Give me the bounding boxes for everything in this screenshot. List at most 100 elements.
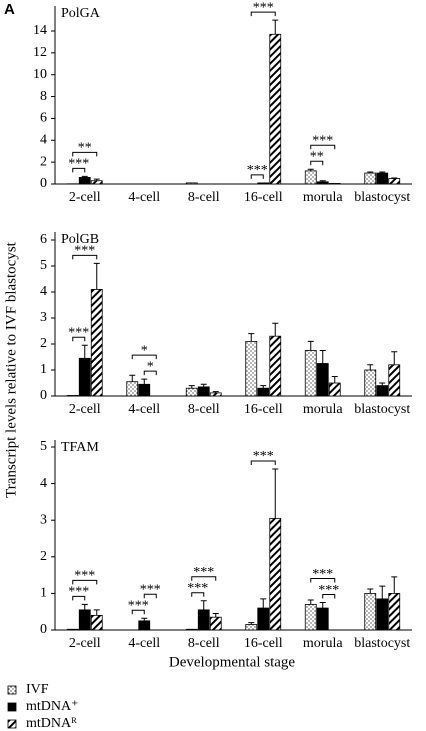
y-tick-label: 3 (40, 310, 47, 325)
bar (304, 603, 317, 631)
x-tick-label: 8-cell (188, 402, 220, 417)
error-bar (141, 617, 148, 621)
bar (90, 614, 103, 631)
significance-label: ** (78, 141, 92, 156)
axis-line (54, 6, 412, 185)
legend-swatch (7, 685, 17, 695)
error-bar (272, 322, 279, 337)
significance-label: *** (312, 133, 333, 148)
error-bar (188, 385, 195, 389)
bar (90, 180, 103, 185)
x-tick-label: 16-cell (244, 402, 283, 417)
y-tick-label: 3 (40, 512, 47, 527)
error-bar (81, 603, 88, 610)
bar (185, 387, 198, 397)
x-tick-label: 16-cell (244, 190, 283, 205)
legend-swatch (7, 702, 17, 712)
significance-bracket (143, 593, 157, 599)
axis-line (54, 440, 412, 631)
significance-label: *** (74, 244, 95, 259)
error-bar (129, 374, 136, 382)
y-tick-label: 6 (40, 111, 47, 126)
significance-label: *** (68, 585, 89, 600)
bar (78, 609, 91, 631)
y-tick-label: 2 (40, 154, 47, 169)
error-bar (319, 180, 326, 182)
bar (269, 33, 282, 185)
significance-bracket (131, 354, 157, 360)
error-bar (391, 351, 398, 365)
y-tick-label: 5 (40, 439, 47, 454)
x-tick-label: 8-cell (188, 190, 220, 205)
bar (185, 628, 198, 631)
significance-label: *** (74, 569, 95, 584)
error-bar (367, 588, 374, 594)
panel-label: A (4, 1, 15, 18)
bar (304, 170, 317, 185)
significance-bracket (322, 594, 336, 599)
bar (245, 340, 258, 397)
significance-bracket (250, 174, 264, 179)
error-bar (379, 585, 386, 599)
error-bar (391, 576, 398, 594)
bar (209, 392, 222, 397)
bar (376, 598, 389, 631)
significance-bracket (250, 11, 276, 17)
significance-bracket (310, 144, 336, 150)
significance-bracket (131, 609, 145, 615)
bar (66, 395, 79, 397)
error-bar (367, 364, 374, 370)
significance-bracket (250, 460, 276, 465)
x-tick-label: 4-cell (128, 636, 160, 651)
bar (364, 172, 377, 185)
legend-label: IVF (26, 682, 49, 697)
x-tick-label: morula (303, 636, 343, 651)
bar (388, 364, 401, 397)
error-bar (200, 600, 207, 610)
x-axis-label: Developmental stage (169, 654, 296, 670)
bar (328, 382, 341, 397)
error-bar (272, 468, 279, 519)
significance-bracket (310, 578, 336, 583)
x-tick-label: 2-cell (69, 636, 101, 651)
y-tick-label: 8 (40, 89, 47, 104)
bar (388, 593, 401, 631)
y-tick-label: 0 (40, 622, 47, 637)
x-tick-label: 2-cell (69, 190, 101, 205)
significance-bracket (72, 254, 98, 260)
significance-label: *** (253, 0, 274, 15)
legend-label: mtDNA⁺ (26, 699, 79, 714)
y-tick-label: 1 (40, 586, 47, 601)
error-bar (391, 177, 398, 179)
significance-label: *** (68, 326, 89, 341)
bar (78, 177, 91, 185)
y-tick-label: 4 (40, 133, 47, 148)
significance-label: ** (310, 149, 324, 164)
error-bar (93, 609, 100, 616)
significance-bracket (72, 167, 86, 173)
error-bar (248, 333, 255, 342)
y-tick-label: 4 (40, 476, 47, 491)
bar (66, 628, 79, 631)
error-bar (93, 262, 100, 290)
bar (138, 620, 151, 631)
bar (257, 607, 270, 631)
panel-title: PolGB (61, 232, 99, 247)
error-bar (307, 168, 314, 171)
x-tick-label: 4-cell (128, 402, 160, 417)
bar (185, 182, 198, 185)
axis-line (54, 232, 412, 397)
bar (304, 350, 317, 397)
bar (245, 624, 258, 631)
error-bar (260, 598, 267, 609)
bar (364, 593, 377, 631)
y-tick-label: 4 (40, 284, 47, 299)
significance-bracket (310, 160, 324, 166)
significance-label: *** (128, 599, 149, 614)
y-axis-label: Transcript levels relative to IVF blasto… (3, 241, 19, 497)
significance-bracket (72, 336, 86, 342)
error-bar (212, 613, 219, 618)
bar (388, 178, 401, 185)
x-tick-label: 4-cell (128, 190, 160, 205)
x-tick-label: blastocyst (354, 636, 410, 651)
